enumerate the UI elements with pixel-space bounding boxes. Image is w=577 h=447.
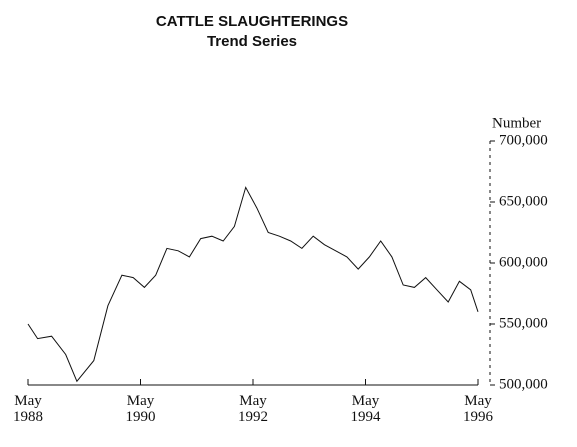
y-tick-label: 650,000 bbox=[499, 193, 548, 209]
y-tick-label: 550,000 bbox=[499, 315, 548, 331]
x-tick-label: May 1990 bbox=[126, 393, 156, 425]
chart-title: CATTLE SLAUGHTERINGS bbox=[156, 13, 348, 30]
x-tick-label: May 1988 bbox=[13, 393, 43, 425]
chart-subtitle: Trend Series bbox=[207, 33, 297, 50]
x-tick-label: May 1994 bbox=[351, 393, 382, 425]
x-tick-label: May 1996 bbox=[463, 393, 494, 425]
y-tick-label: 600,000 bbox=[499, 254, 548, 270]
y-axis-label: Number bbox=[492, 115, 541, 131]
x-tick-label: May 1992 bbox=[238, 393, 268, 425]
y-tick-label: 700,000 bbox=[499, 132, 548, 148]
series-line bbox=[27, 186, 479, 383]
y-tick-label: 500,000 bbox=[499, 376, 548, 392]
